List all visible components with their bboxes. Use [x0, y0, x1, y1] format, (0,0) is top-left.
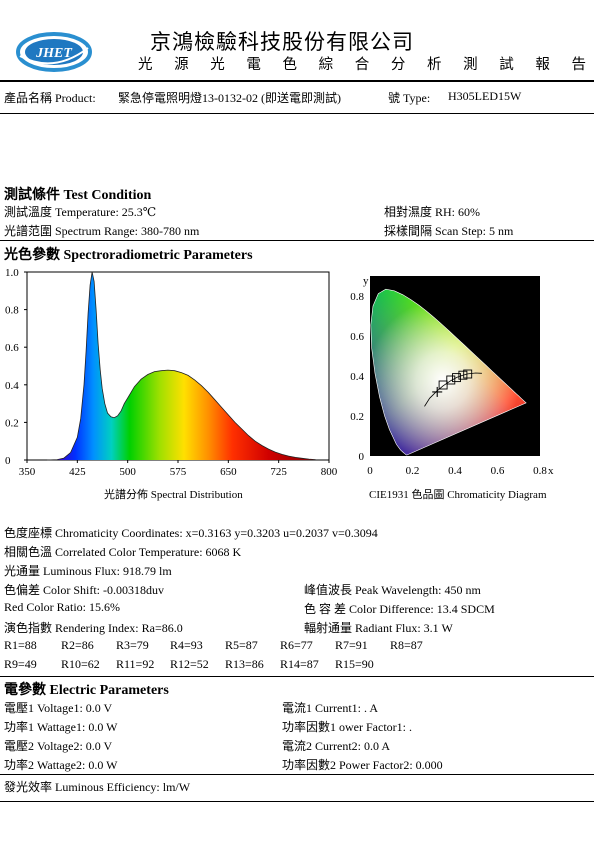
- cie-tolerance-box: [452, 373, 461, 383]
- report-title: 光 源 光 電 色 綜 合 分 析 測 試 報 告: [138, 57, 595, 73]
- spectrum-y-tick-label: 0.8: [5, 305, 19, 317]
- cie-x-tick-label: 0.6: [491, 465, 505, 477]
- spectral-distribution-chart: 350 425 500 575 650 725 800 0 0.2 0.4 0.6 0.8 1.0: [5, 267, 338, 478]
- voltage2: 電壓2 Voltage2: 0.0 V: [4, 739, 113, 753]
- voltage1: 電壓1 Voltage1: 0.0 V: [4, 701, 113, 715]
- company-logo: JHET: [14, 30, 94, 74]
- luminous-flux: 光通量 Luminous Flux: 918.79 lm: [4, 564, 172, 578]
- spectrum-x-tick-label: 800: [321, 466, 338, 478]
- spectrum-caption: 光譜分佈 Spectral Distribution: [104, 489, 243, 501]
- r-value-r13: R13=86: [225, 657, 264, 671]
- r-value-r8: R8=87: [390, 638, 423, 652]
- power-factor2: 功率因數2 Power Factor2: 0.000: [282, 758, 443, 772]
- r-value-r12: R12=52: [170, 657, 209, 671]
- spectrum-range: 光譜范圍 Spectrum Range: 380-780 nm: [4, 224, 200, 238]
- r-value-r5: R5=87: [225, 638, 258, 652]
- current1: 電流1 Current1: . A: [282, 701, 378, 715]
- product-label: 產品名稱 Product:: [4, 91, 96, 105]
- cie-x-tick-label: 0.4: [448, 465, 462, 477]
- r-value-r11: R11=92: [116, 657, 155, 671]
- cie-x-tick-label: 0: [367, 465, 373, 477]
- r-value-r1: R1=88: [4, 638, 37, 652]
- spectrum-x-tick-label: 725: [270, 466, 287, 478]
- header-divider: [0, 80, 594, 82]
- color-divider: [0, 676, 594, 677]
- spectrum-x-tick-label: 650: [220, 466, 237, 478]
- spectrum-x-tick-label: 500: [119, 466, 136, 478]
- cie-caption: CIE1931 色品圖 Chromaticity Diagram: [369, 489, 547, 501]
- cie-y-tick-label: 0.4: [350, 371, 364, 383]
- spectrum-x-tick-label: 575: [170, 466, 187, 478]
- product-value: 緊急停電照明燈13-0132-02 (即送電即測試): [118, 91, 341, 105]
- color-shift: 色偏差 Color Shift: -0.00318duv: [4, 583, 165, 597]
- r-value-r2: R2=86: [61, 638, 94, 652]
- r-value-r14: R14=87: [280, 657, 319, 671]
- spectrum-line: [47, 271, 316, 461]
- spectrum-area: [47, 272, 316, 460]
- cie-y-axis-letter: y: [363, 275, 369, 287]
- current2: 電流2 Current2: 0.0 A: [282, 739, 390, 753]
- r-value-r15: R15=90: [335, 657, 374, 671]
- company-name: 京鴻檢驗科技股份有限公司: [150, 30, 414, 54]
- chromaticity-coordinates: 色度座標 Chromaticity Coordinates: x=0.3163 …: [4, 526, 378, 540]
- type-value: H305LED15W: [448, 89, 522, 103]
- radiant-flux: 輻射通量 Radiant Flux: 3.1 W: [304, 621, 453, 635]
- spectrum-y-tick-label: 1.0: [5, 267, 19, 279]
- cie-tolerance-box: [458, 370, 468, 380]
- spectro-title: 光色參數 Spectroradiometric Parameters: [4, 248, 253, 263]
- cie-chromaticity-diagram: 0 0.2 0.4 0.6 0.8 0 0.2 0.4 0.6 0.8 x y: [350, 275, 554, 477]
- spectrum-y-tick-label: 0.6: [5, 342, 19, 354]
- cie-tolerance-box: [438, 380, 448, 390]
- cie-x-tick-label: 0.2: [406, 465, 420, 477]
- wattage2: 功率2 Wattage2: 0.0 W: [4, 758, 118, 772]
- cie-y-tick-label: 0.8: [350, 291, 364, 303]
- r-value-r9: R9=49: [4, 657, 37, 671]
- r-value-r10: R10=62: [61, 657, 100, 671]
- rendering-index: 演色指數 Rendering Index: Ra=86.0: [4, 621, 183, 635]
- cie-x-axis-letter: x: [548, 465, 554, 477]
- cie-y-tick-label: 0.6: [350, 331, 364, 343]
- scan-step: 採樣間隔 Scan Step: 5 nm: [384, 224, 514, 238]
- peak-wavelength: 峰值波長 Peak Wavelength: 450 nm: [304, 583, 481, 597]
- color-difference: 色 容 差 Color Difference: 13.4 SDCM: [304, 602, 495, 616]
- product-divider: [0, 113, 594, 114]
- condition-divider: [0, 240, 594, 241]
- r-value-r3: R3=79: [116, 638, 149, 652]
- cie-tolerance-box: [463, 369, 473, 379]
- spectrum-x-tick-label: 425: [69, 466, 86, 478]
- cie-y-tick-label: 0.2: [350, 411, 364, 423]
- efficiency-divider: [0, 801, 594, 802]
- spectrum-y-tick-label: 0.4: [5, 380, 19, 392]
- cie-tolerance-box: [446, 375, 456, 385]
- humidity: 相對濕度 RH: 60%: [384, 205, 481, 219]
- cie-y-tick-label: 0: [359, 451, 365, 463]
- cie-x-tick-label: 0.8: [533, 465, 547, 477]
- power-factor1: 功率因數1 ower Factor1: .: [282, 720, 412, 734]
- electric-divider: [0, 774, 594, 775]
- logo-text: JHET: [35, 46, 73, 61]
- r-value-r4: R4=93: [170, 638, 203, 652]
- correlated-color-temperature: 相關色溫 Correlated Color Temperature: 6068 …: [4, 545, 242, 559]
- spectrum-y-tick-label: 0.2: [5, 417, 19, 429]
- luminous-efficiency: 發光效率 Luminous Efficiency: lm/W: [4, 780, 191, 794]
- temperature: 測試溫度 Temperature: 25.3℃: [4, 205, 157, 219]
- electric-title: 電參數 Electric Parameters: [4, 683, 169, 698]
- r-value-r6: R6=77: [280, 638, 313, 652]
- r-value-r7: R7=91: [335, 638, 368, 652]
- test-condition-title: 測試條件 Test Condition: [4, 188, 152, 203]
- spectrum-y-tick-label: 0: [5, 455, 11, 467]
- wattage1: 功率1 Wattage1: 0.0 W: [4, 720, 118, 734]
- spectrum-x-tick-label: 350: [19, 466, 36, 478]
- type-label: 號 Type:: [388, 91, 431, 105]
- spectral-locus: [370, 288, 527, 456]
- red-color-ratio: Red Color Ratio: 15.6%: [4, 600, 120, 614]
